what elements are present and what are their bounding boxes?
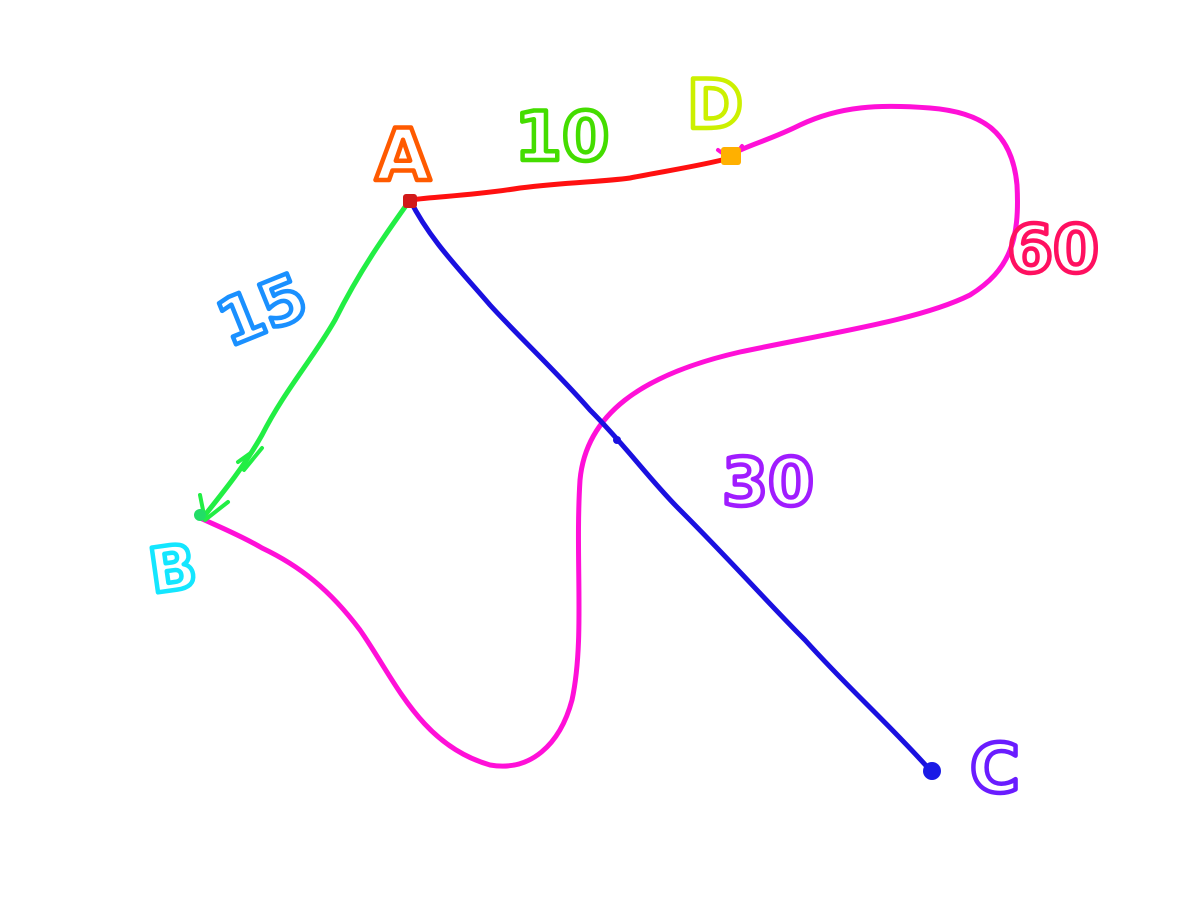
edge-a-c-weight: 30 xyxy=(722,444,814,521)
edge-a-d-weight: 10 xyxy=(515,98,610,177)
edge-a-c-crossing-dot xyxy=(613,436,621,444)
node-a-label: A xyxy=(375,113,431,197)
node-d-marker xyxy=(721,147,741,165)
edge-b-d xyxy=(195,103,1020,769)
edge-a-c xyxy=(407,197,933,773)
node-b-marker xyxy=(194,509,206,521)
edge-a-b xyxy=(202,197,413,518)
node-d-label: D xyxy=(687,66,743,145)
node-c-marker xyxy=(923,762,941,780)
node-a-marker xyxy=(403,194,417,208)
edge-b-d-weight: 60 xyxy=(1007,211,1099,288)
edge-a-d xyxy=(407,155,733,203)
arrowhead-at-b xyxy=(198,446,264,522)
node-b-label: B xyxy=(144,529,201,608)
node-c-label: C xyxy=(970,730,1020,809)
